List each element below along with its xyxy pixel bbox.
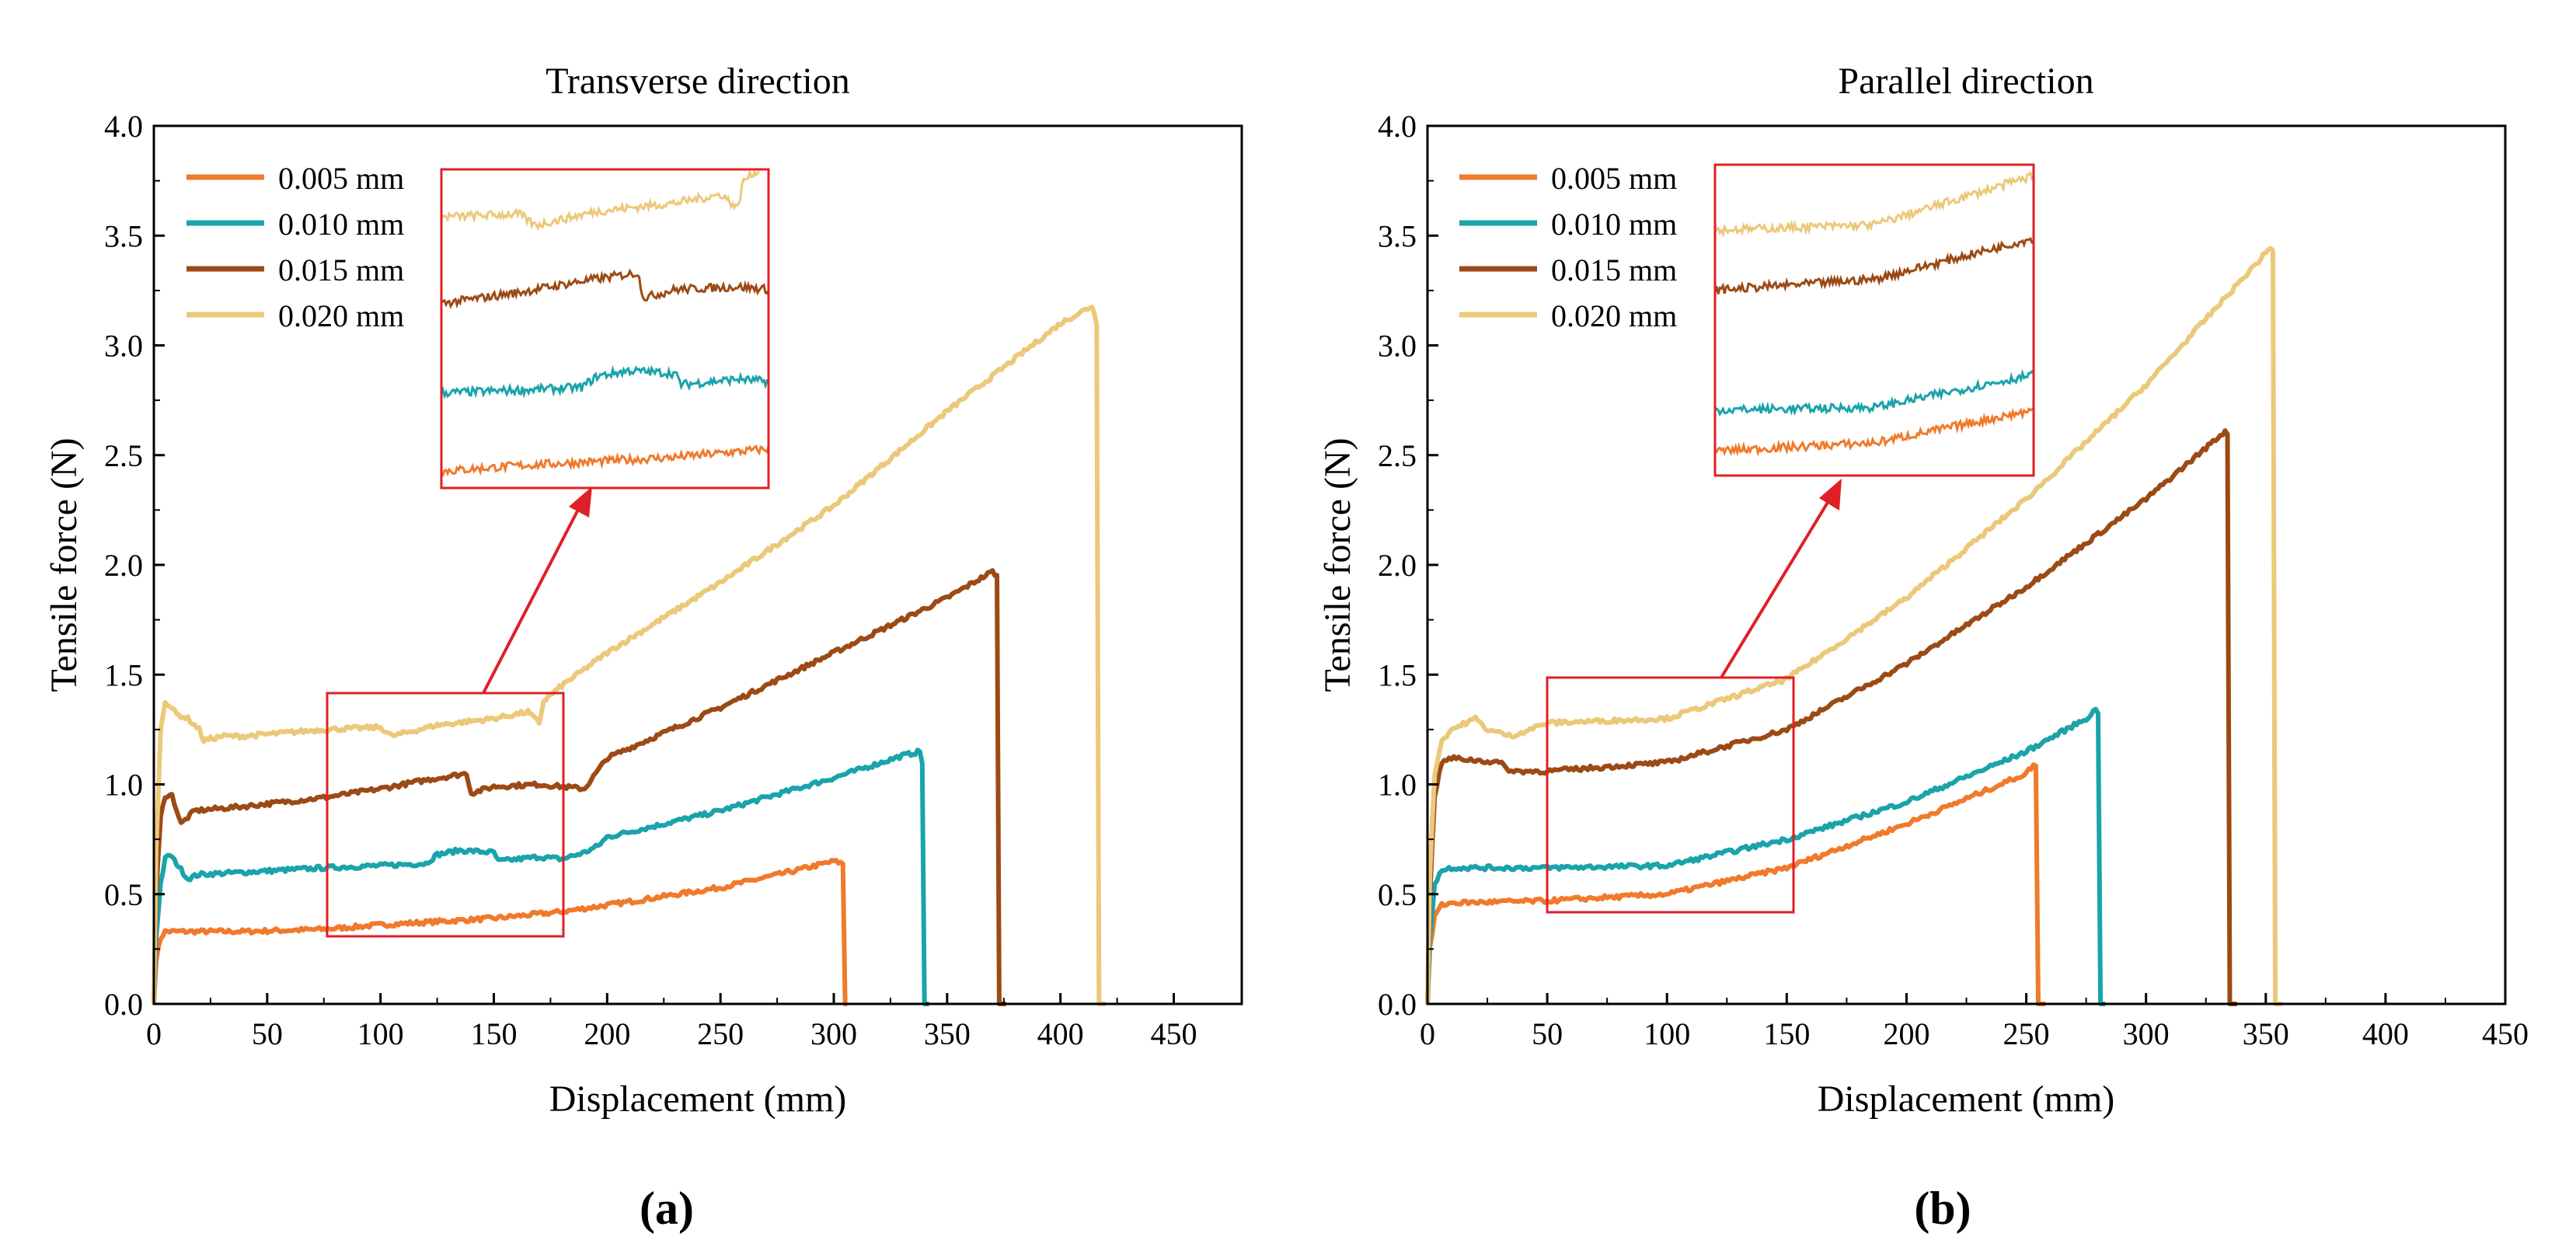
- x-tick-label: 200: [1883, 1016, 1929, 1051]
- x-tick-label: 100: [357, 1016, 404, 1051]
- legend-label: 0.015 mm: [1551, 253, 1677, 287]
- x-tick-label: 400: [2362, 1016, 2409, 1051]
- legend-label: 0.005 mm: [1551, 161, 1677, 196]
- legend-label: 0.010 mm: [278, 207, 404, 242]
- y-tick-label: 1.0: [104, 768, 143, 803]
- zoom-arrow: [1720, 496, 1832, 679]
- series-group: [152, 305, 1107, 1006]
- inset-series-line-3: [1713, 170, 2035, 238]
- y-tick-label: 1.0: [1378, 768, 1417, 803]
- y-tick-label: 1.5: [104, 657, 143, 692]
- series-line-2: [152, 568, 1006, 1006]
- panel-label: (b): [1914, 1183, 1971, 1234]
- y-axis-label: Tensile force (N): [44, 437, 85, 692]
- series-group: [1425, 246, 2283, 1006]
- x-tick-label: 300: [810, 1016, 857, 1051]
- y-tick-label: 4.0: [1378, 109, 1417, 144]
- x-tick-label: 450: [1151, 1016, 1197, 1051]
- x-tick-label: 350: [924, 1016, 971, 1051]
- chart-title: Transverse direction: [546, 61, 849, 102]
- y-tick-label: 3.0: [104, 329, 143, 364]
- panel-label: (a): [640, 1183, 694, 1234]
- y-tick-label: 2.0: [1378, 548, 1417, 583]
- x-tick-label: 150: [1763, 1016, 1810, 1051]
- y-tick-label: 0.0: [1378, 987, 1417, 1022]
- series-line-3: [1425, 246, 2283, 1006]
- y-tick-label: 4.0: [104, 109, 143, 144]
- x-tick-label: 150: [471, 1016, 518, 1051]
- zoom-region-box: [326, 692, 565, 938]
- x-axis-label: Displacement (mm): [549, 1079, 847, 1120]
- y-tick-label: 0.5: [104, 877, 143, 912]
- panel-a: 0 50 100 150 200 250 300 350 400 450 0.0 0.5 1.0 1.5 2…: [44, 61, 1243, 1234]
- x-tick-label: 450: [2482, 1016, 2529, 1051]
- inset-frame: [440, 168, 770, 490]
- inset-frame: [1713, 163, 2035, 477]
- legend: 0.005 mm 0.010 mm 0.015 mm 0.020 mm: [186, 161, 404, 333]
- inset-series-line-0: [1714, 406, 2034, 457]
- axis-ticks: 0 50 100 150 200 250 300 350 400 450 0.0 0.5 1.0 1.5 2…: [1378, 109, 2529, 1051]
- y-tick-label: 0.5: [1378, 877, 1417, 912]
- series-line-2: [1425, 428, 2237, 1006]
- panel-b: 0 50 100 150 200 250 300 350 400 450 0.0 0.5 1.0 1.5 2…: [1317, 61, 2529, 1234]
- inset-series-line-1: [440, 364, 769, 400]
- zoom-arrow-head: [1819, 479, 1842, 511]
- x-tick-label: 300: [2123, 1016, 2170, 1051]
- x-tick-label: 0: [146, 1016, 162, 1051]
- series-line-1: [1425, 706, 2106, 1006]
- y-tick-label: 2.0: [104, 548, 143, 583]
- x-tick-label: 0: [1420, 1016, 1435, 1051]
- legend-label: 0.020 mm: [278, 298, 404, 333]
- x-tick-label: 50: [1532, 1016, 1563, 1051]
- x-tick-label: 250: [2003, 1016, 2050, 1051]
- x-tick-label: 50: [252, 1016, 283, 1051]
- axis-ticks: 0 50 100 150 200 250 300 350 400 450 0.0 0.5 1.0 1.5 2…: [104, 109, 1197, 1051]
- legend-label: 0.010 mm: [1551, 207, 1677, 242]
- legend-label: 0.020 mm: [1551, 298, 1677, 333]
- legend: 0.005 mm 0.010 mm 0.015 mm 0.020 mm: [1459, 161, 1677, 333]
- inset-series-line-2: [441, 268, 770, 309]
- y-tick-label: 0.0: [104, 987, 143, 1022]
- inset-background: [441, 169, 769, 488]
- y-tick-label: 2.5: [104, 438, 143, 473]
- zoom-arrow: [482, 503, 583, 694]
- chart-title: Parallel direction: [1838, 61, 2093, 102]
- y-tick-label: 2.5: [1378, 438, 1417, 473]
- legend-label: 0.005 mm: [278, 161, 404, 196]
- y-tick-label: 3.0: [1378, 329, 1417, 364]
- y-tick-label: 3.5: [104, 218, 143, 253]
- x-tick-label: 400: [1037, 1016, 1084, 1051]
- zoom-region-box: [1546, 676, 1795, 914]
- x-tick-label: 100: [1644, 1016, 1690, 1051]
- x-tick-label: 350: [2243, 1016, 2289, 1051]
- inset-series-line-1: [1713, 368, 2034, 417]
- zoom-arrow-head: [569, 486, 592, 517]
- inset-plot: [1713, 165, 2035, 476]
- y-axis-label: Tensile force (N): [1317, 437, 1358, 692]
- inset-series-line-3: [440, 169, 761, 232]
- inset-series-line-0: [441, 444, 770, 477]
- series-line-3: [152, 305, 1107, 1006]
- x-tick-label: 200: [584, 1016, 630, 1051]
- y-tick-label: 1.5: [1378, 657, 1417, 692]
- x-axis-label: Displacement (mm): [1818, 1079, 2115, 1120]
- series-line-0: [152, 858, 848, 1006]
- series-line-1: [152, 747, 929, 1006]
- x-tick-label: 250: [697, 1016, 744, 1051]
- inset-plot: [440, 169, 770, 488]
- series-line-0: [1425, 762, 2046, 1006]
- legend-label: 0.015 mm: [278, 253, 404, 287]
- y-tick-label: 3.5: [1378, 218, 1417, 253]
- inset-series-line-2: [1713, 237, 2034, 294]
